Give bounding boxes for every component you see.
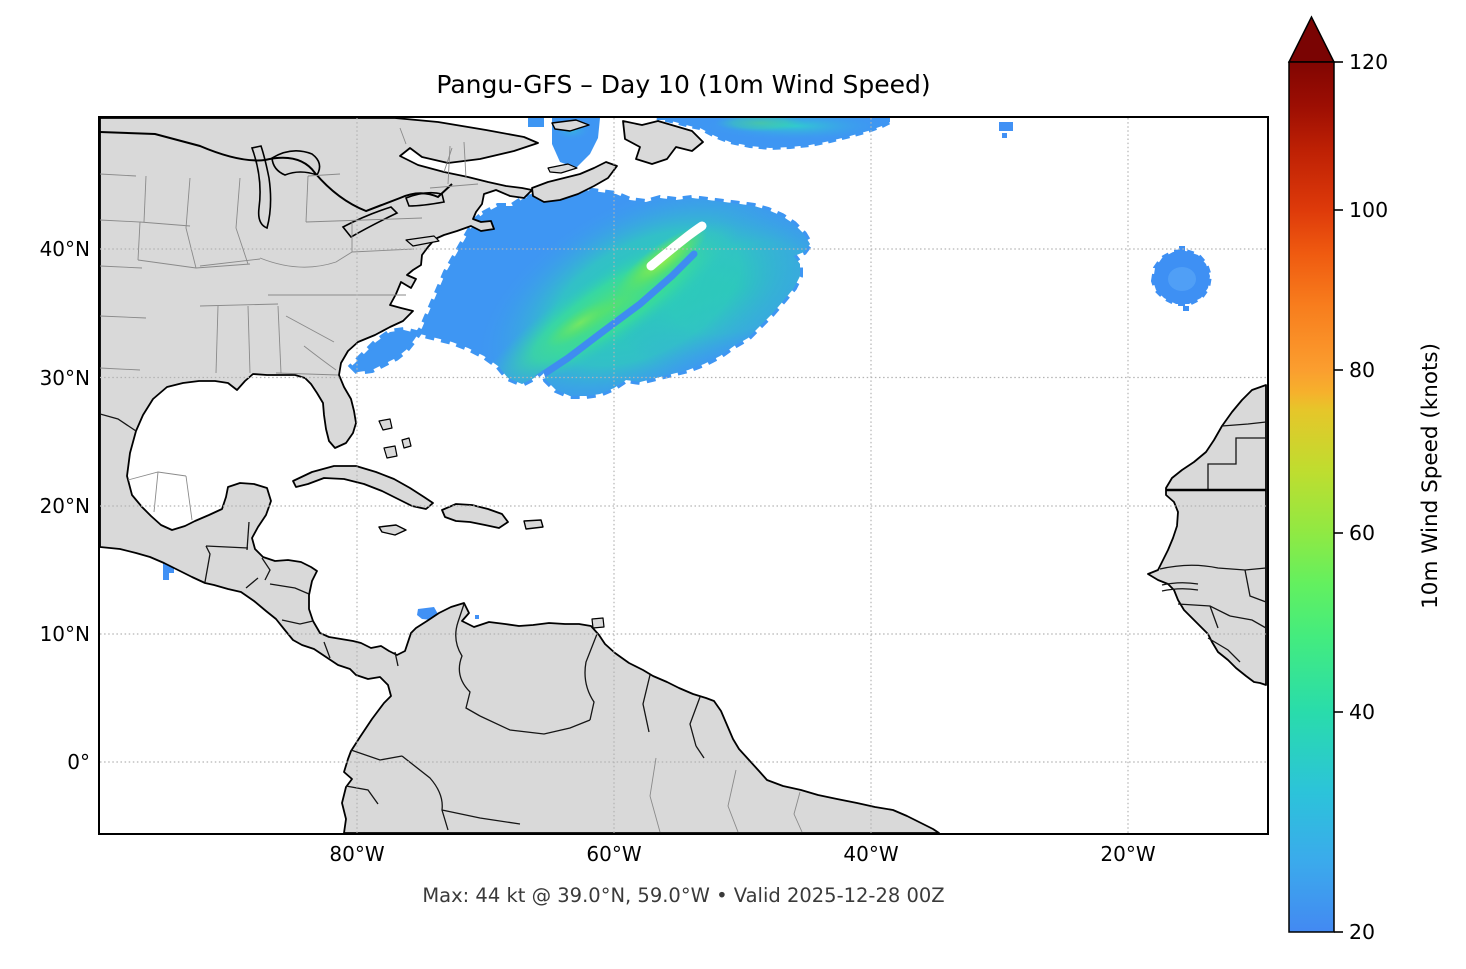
country-borders xyxy=(100,413,1267,831)
colorbar-tick-100: 100 xyxy=(1349,198,1389,222)
colorbar-tick-marks xyxy=(1334,61,1343,933)
landmass-trinidad xyxy=(591,617,605,629)
state-borders xyxy=(100,127,803,833)
lake-erie xyxy=(341,206,399,239)
gridline-layer xyxy=(100,118,1267,833)
landmass-pei xyxy=(547,163,578,174)
lake-ontario xyxy=(404,191,445,207)
colorbar-tick-80: 80 xyxy=(1349,358,1376,382)
x-tick-60w: 60°W xyxy=(586,842,642,866)
landmass-long-island xyxy=(405,235,440,247)
landmass-nova-scotia xyxy=(531,161,618,203)
landmass-anticosti xyxy=(551,119,590,132)
y-tick-0: 0° xyxy=(67,750,90,774)
page-title: Pangu-GFS – Day 10 (10m Wind Speed) xyxy=(436,70,931,99)
landmass-americas xyxy=(100,118,940,833)
map-plot-area xyxy=(98,116,1269,835)
colorbar-tick-120: 120 xyxy=(1349,50,1389,74)
landmass-west-africa xyxy=(1147,384,1267,686)
landmass-puerto-rico xyxy=(523,519,544,530)
x-tick-40w: 40°W xyxy=(843,842,899,866)
lakes-and-canada-border xyxy=(100,131,453,239)
y-tick-30n: 30°N xyxy=(39,366,90,390)
colorbar-gradient-bar xyxy=(1288,61,1335,933)
colorbar xyxy=(1287,15,1343,933)
colorbar-tick-40: 40 xyxy=(1349,700,1376,724)
max-valid-caption: Max: 44 kt @ 39.0°N, 59.0°W • Valid 2025… xyxy=(422,884,945,907)
wind-shear-line xyxy=(534,250,698,382)
landmass-bahamas xyxy=(378,418,412,459)
lake-michigan xyxy=(250,145,272,230)
landmass-jamaica xyxy=(378,524,407,536)
colorbar-label-wrap: 10m Wind Speed (knots) xyxy=(1408,118,1452,833)
y-tick-10n: 10°N xyxy=(39,622,90,646)
x-tick-80w: 80°W xyxy=(329,842,385,866)
landmass-newfoundland xyxy=(622,120,704,165)
landmass-hispaniola xyxy=(441,503,509,529)
wind-swath-interior xyxy=(474,190,810,396)
colorbar-label: 10m Wind Speed (knots) xyxy=(1417,342,1443,609)
colorbar-tick-20: 20 xyxy=(1349,920,1376,944)
y-tick-20n: 20°N xyxy=(39,494,90,518)
y-tick-40n: 40°N xyxy=(39,237,90,261)
colorbar-extend-arrow xyxy=(1287,15,1336,63)
landmass-cuba xyxy=(292,465,434,510)
colorbar-tick-60: 60 xyxy=(1349,521,1376,545)
x-tick-20w: 20°W xyxy=(1100,842,1156,866)
calm-eye-sliver xyxy=(646,221,707,271)
wind-field-layer xyxy=(163,118,1213,620)
wind-patch-top-edge xyxy=(999,122,1013,138)
map-svg xyxy=(100,118,1267,833)
wind-patch-tehuantepec xyxy=(163,560,174,580)
